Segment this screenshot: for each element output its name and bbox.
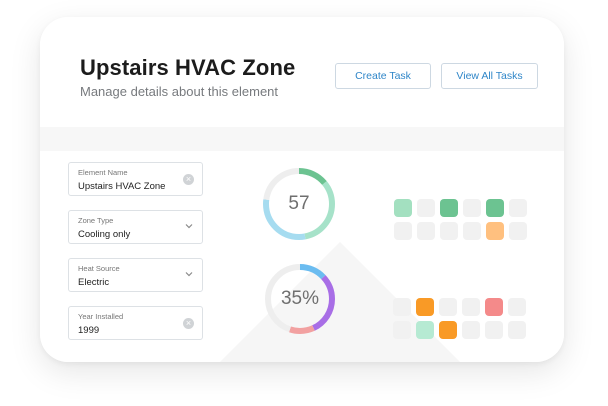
element-name-value[interactable]: Upstairs HVAC Zone [78,181,166,192]
clear-icon[interactable]: × [183,174,194,185]
card-body: Element Name Upstairs HVAC Zone × Zone T… [40,127,564,362]
gauge-ring-35-percent [265,264,335,334]
grid-cell-1-5 [509,222,527,240]
grid-cell-1-3 [463,222,481,240]
element-name-label: Element Name [78,168,128,177]
chevron-down-icon[interactable] [185,223,193,229]
year-installed-label: Year Installed [78,312,124,321]
gauge-segment-1 [265,264,335,334]
zone-type-value: Cooling only [78,229,131,240]
grid-cell-0-1 [416,298,434,316]
create-task-button[interactable]: Create Task [335,63,431,89]
heat-source-label: Heat Source [78,264,120,273]
clear-icon[interactable]: × [183,318,194,329]
gauge-value-35-percent: 35% [280,288,320,309]
grid-cell-0-3 [462,298,480,316]
grid-cell-0-4 [485,298,503,316]
grid-cell-1-1 [417,222,435,240]
heat-source-value: Electric [78,277,110,288]
card-header: Upstairs HVAC Zone Manage details about … [40,17,564,127]
year-installed-field[interactable]: Year Installed 1999 × [68,306,203,340]
page-title: Upstairs HVAC Zone [80,55,296,80]
grid-cell-0-3 [463,199,481,217]
gauge-value-57: 57 [288,193,310,214]
grid-cell-0-0 [393,298,411,316]
element-name-field[interactable]: Element Name Upstairs HVAC Zone × [68,162,203,196]
grid-cell-0-5 [508,298,526,316]
grid-cell-1-2 [440,222,458,240]
gauge-segment-1 [263,168,335,240]
gauge-segment-3 [263,168,335,240]
zone-type-label: Zone Type [78,216,114,225]
page-subtitle: Manage details about this element [80,84,279,99]
gauge-segment-2 [265,264,335,334]
grid-cell-1-1 [416,321,434,339]
gauge-ring-57 [263,168,335,240]
grid-cell-1-0 [394,222,412,240]
grid-cell-1-4 [486,222,504,240]
grid-cell-1-4 [485,321,503,339]
zone-type-select[interactable]: Zone Type Cooling only [68,210,203,244]
section-divider-band [40,127,564,151]
element-details-card: Upstairs HVAC Zone Manage details about … [40,17,564,362]
grid-cell-1-2 [439,321,457,339]
view-all-tasks-button[interactable]: View All Tasks [441,63,538,89]
grid-cell-1-0 [393,321,411,339]
grid-cell-0-2 [439,298,457,316]
year-installed-value[interactable]: 1999 [78,325,100,336]
grid-cell-0-2 [440,199,458,217]
grid-cell-1-5 [508,321,526,339]
grid-cell-0-5 [509,199,527,217]
grid-cell-1-3 [462,321,480,339]
grid-cell-0-1 [417,199,435,217]
grid-cell-0-0 [394,199,412,217]
gauge-segment-2 [263,168,335,240]
chevron-down-icon[interactable] [185,271,193,277]
heat-source-select[interactable]: Heat Source Electric [68,258,203,292]
gauge-segment-3 [265,264,335,334]
grid-cell-0-4 [486,199,504,217]
